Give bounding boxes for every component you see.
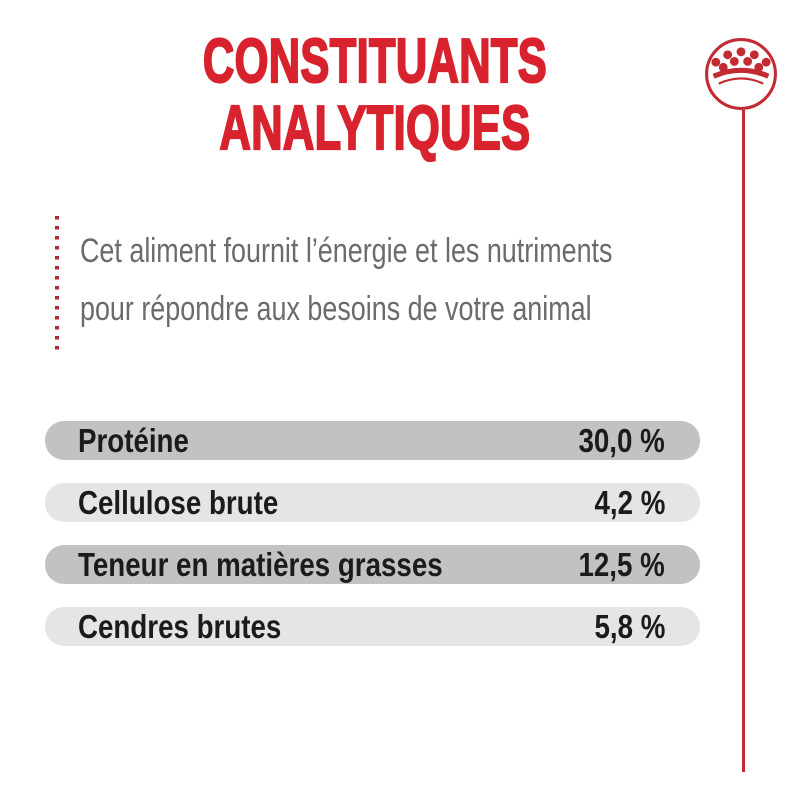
row-value: 5,8 %: [594, 607, 665, 645]
row-value: 12,5 %: [578, 545, 665, 583]
dotted-rule: [55, 216, 59, 350]
vertical-rule: [742, 110, 745, 772]
table-row: Cendres brutes 5,8 %: [45, 607, 700, 646]
page-title: CONSTITUANTS ANALYTIQUES: [30, 27, 720, 163]
table-row: Cellulose brute 4,2 %: [45, 483, 700, 522]
table-row: Protéine 30,0 %: [45, 421, 700, 460]
table-row: Teneur en matières grasses 12,5 %: [45, 545, 700, 584]
brand-crown-logo-icon: [704, 37, 778, 111]
intro-text: Cet aliment fournit l’énergie et les nut…: [80, 222, 626, 338]
row-value: 4,2 %: [594, 483, 665, 521]
row-value: 30,0 %: [578, 421, 665, 459]
intro-line1: Cet aliment fournit l’énergie et les nut…: [80, 232, 613, 270]
analytical-constituents-table: Protéine 30,0 % Cellulose brute 4,2 % Te…: [45, 421, 700, 669]
row-label: Protéine: [78, 421, 189, 459]
page-title-line1: CONSTITUANTS: [202, 27, 548, 96]
row-label: Cendres brutes: [78, 607, 282, 645]
intro-line2: pour répondre aux besoins de votre anima…: [80, 290, 592, 328]
row-label: Teneur en matières grasses: [78, 545, 443, 583]
row-label: Cellulose brute: [78, 483, 279, 521]
page-title-line2: ANALYTIQUES: [219, 94, 531, 163]
